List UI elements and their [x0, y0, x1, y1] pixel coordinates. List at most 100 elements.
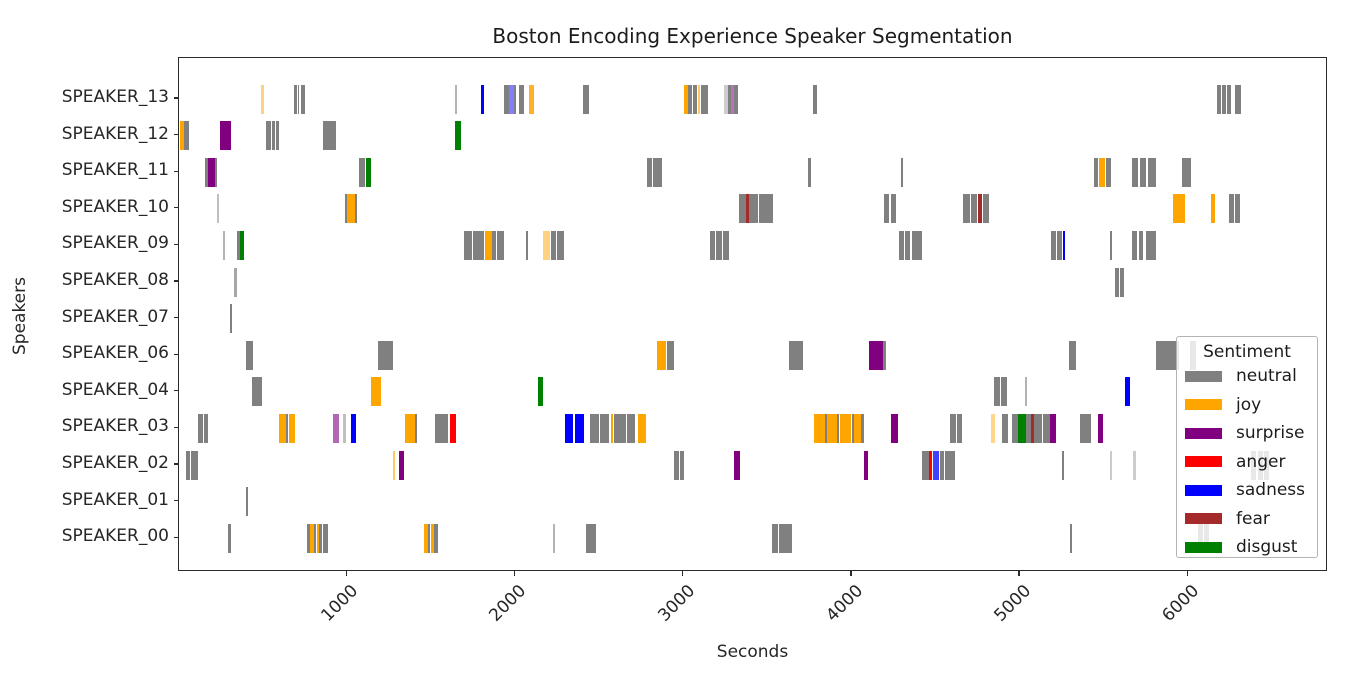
bar-segment-joy [827, 413, 838, 443]
bar-segment-neutral [693, 84, 698, 114]
legend-entry-anger: anger [1177, 448, 1317, 477]
bar-segment-neutral [518, 84, 525, 114]
y-tick-mark [174, 207, 178, 209]
bar-segment-sadness [350, 413, 357, 443]
bar-segment-neutral [1216, 84, 1222, 114]
y-tick-label-speaker_07: SPEAKER_07 [61, 306, 169, 327]
bar-segment-neutral [1181, 157, 1192, 187]
bar-segment-neutral [477, 230, 485, 260]
bar-segment-neutral [1001, 377, 1008, 407]
bar-segment-neutral [1156, 340, 1179, 370]
bar-segment-neutral [358, 157, 366, 187]
bar-segment-neutral [1025, 413, 1031, 443]
x-tick-mark [345, 571, 347, 576]
y-tick-mark [174, 133, 178, 136]
bar-segment-neutral [1057, 230, 1062, 260]
bar-segment-joy [543, 230, 551, 260]
bar-segment-neutral [807, 157, 811, 187]
y-tick-label-speaker_03: SPEAKER_03 [61, 416, 169, 437]
legend-label: neutral [1236, 366, 1297, 387]
bar-segment-neutral [236, 230, 240, 260]
bar-segment-neutral [203, 413, 208, 443]
bar-segment-neutral [709, 230, 715, 260]
bar-segment-neutral [1043, 413, 1051, 443]
bar-segment-disgust [537, 377, 544, 407]
bar-segment-neutral [627, 413, 636, 443]
bar-segment-neutral [1094, 157, 1099, 187]
y-tick-label-speaker_12: SPEAKER_12 [61, 123, 169, 144]
legend-entries: neutral joy surprise anger sadness fear disgus… [1177, 362, 1317, 562]
bar-segment-joy [430, 523, 434, 553]
bar-segment-joy [657, 340, 667, 370]
bar-segment-sadness [1125, 377, 1130, 407]
bar-segment-joy [484, 230, 492, 260]
bar-segment-neutral [526, 230, 529, 260]
bar-segment-neutral [772, 523, 778, 553]
bar-segment-neutral [184, 121, 190, 151]
bar-segment-neutral [286, 413, 289, 443]
bar-segment-fear [977, 194, 983, 224]
bar-segment-neutral [434, 523, 439, 553]
bar-segment-neutral [1051, 230, 1057, 260]
y-tick-label-speaker_00: SPEAKER_00 [61, 526, 169, 547]
bar-segment-neutral [700, 84, 709, 114]
bar-segment-neutral [1086, 413, 1092, 443]
bar-segment-sadness [574, 413, 585, 443]
y-tick-label-speaker_13: SPEAKER_13 [61, 87, 169, 107]
bar-segment-neutral [957, 413, 963, 443]
bar-segment-surprise [1098, 413, 1103, 443]
bar-segment-neutral [275, 121, 279, 151]
bar-segment-neutral [759, 194, 774, 224]
y-tick-mark [174, 243, 178, 246]
legend-label: fear [1236, 508, 1270, 529]
bar-segment-neutral [939, 450, 945, 480]
bar-segment-joy [309, 523, 314, 553]
bar-segment-neutral [514, 84, 517, 114]
bar-segment-neutral [1024, 377, 1028, 407]
legend-swatch-sadness [1185, 484, 1222, 496]
y-tick-mark [174, 499, 178, 502]
bar-segment-neutral [1147, 157, 1157, 187]
x-tick-mark [681, 571, 684, 576]
bar-segment-surprise [891, 413, 898, 443]
y-tick-mark [174, 170, 178, 172]
bar-segment-neutral [1034, 413, 1043, 443]
bar-segment-neutral [553, 523, 556, 553]
bar-segment-neutral [1079, 413, 1086, 443]
y-tick-mark [174, 390, 178, 392]
bar-segment-neutral [728, 84, 731, 114]
bar-segment-sadness [509, 84, 514, 114]
bar-segment-neutral [1069, 523, 1073, 553]
bar-segment-neutral [950, 413, 957, 443]
bar-segment-neutral [468, 230, 473, 260]
legend-entry-sadness: sadness [1177, 476, 1317, 505]
bar-segment-neutral [1132, 157, 1138, 187]
legend-title: Sentiment [1203, 342, 1291, 362]
bar-segment-neutral [890, 194, 896, 224]
bar-segment-joy [990, 413, 996, 443]
bar-segment-neutral [1002, 413, 1009, 443]
bar-segment-neutral [454, 84, 457, 114]
y-tick-label-speaker_08: SPEAKER_08 [61, 270, 169, 290]
plot-area [178, 57, 1327, 571]
bar-segment-joy [528, 84, 535, 114]
bar-segment-neutral [749, 194, 759, 224]
bar-segment-neutral [1061, 450, 1065, 480]
bar-segment-neutral [230, 304, 233, 334]
bar-segment-neutral [884, 194, 890, 224]
y-tick-label-speaker_04: SPEAKER_04 [61, 379, 169, 400]
bar-segment-joy [813, 413, 825, 443]
bar-segment-neutral [441, 413, 449, 443]
bar-segment-surprise [399, 450, 405, 480]
x-tick-mark [850, 571, 852, 576]
bar-segment-neutral [551, 230, 557, 260]
bar-segment-neutral [190, 450, 195, 480]
bar-segment-neutral [911, 230, 922, 260]
legend-label: sadness [1236, 480, 1306, 501]
bar-segment-joy [853, 413, 861, 443]
bar-segment-neutral [716, 230, 722, 260]
bar-segment-surprise [1050, 413, 1056, 443]
bar-segment-neutral [1139, 157, 1146, 187]
y-tick-label-speaker_09: SPEAKER_09 [61, 233, 169, 254]
bar-segment-neutral [1119, 267, 1125, 297]
